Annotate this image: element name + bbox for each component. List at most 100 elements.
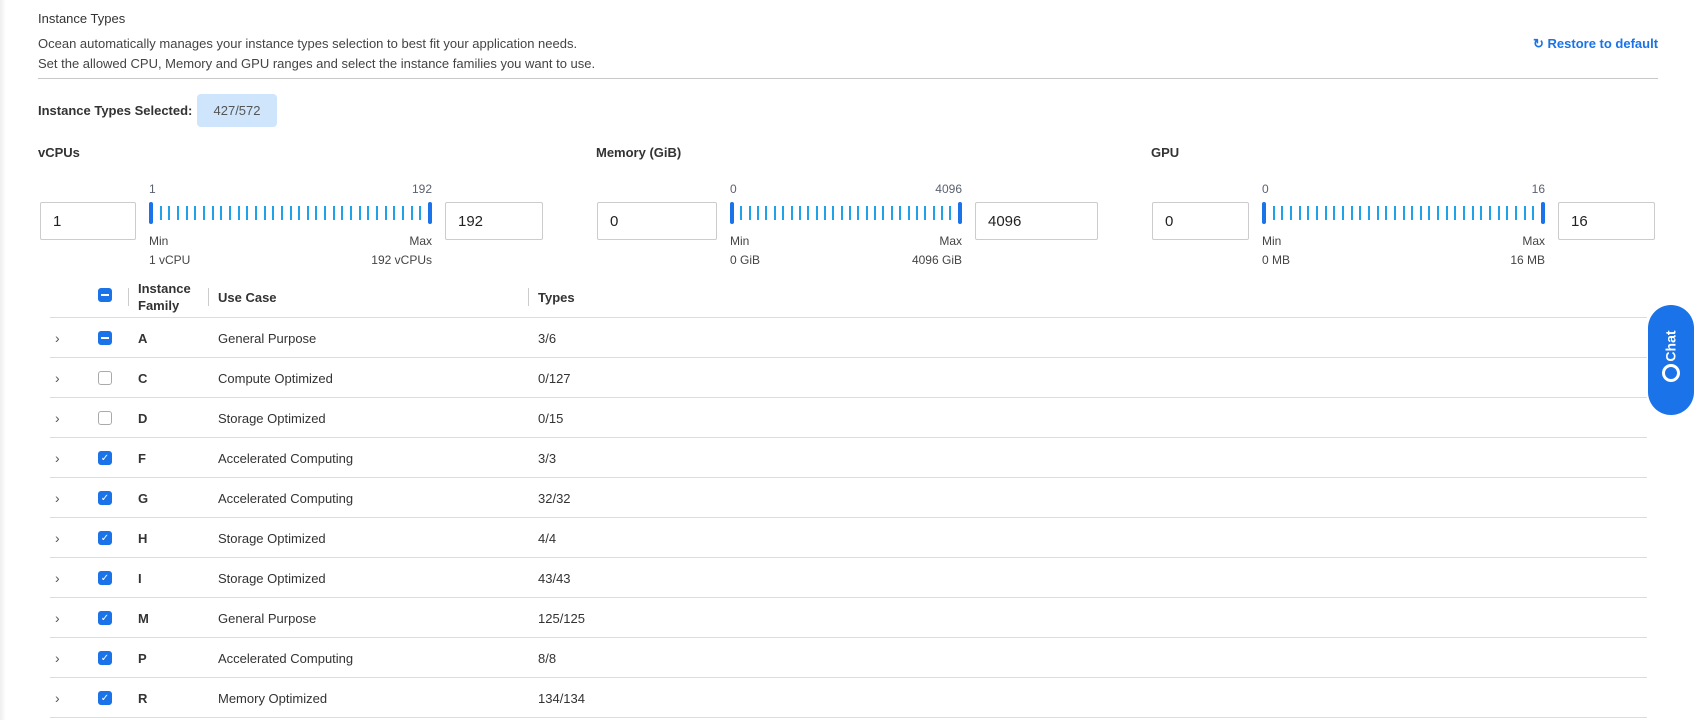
row-checkbox[interactable]: ✓ xyxy=(98,571,112,585)
slider-min-value: 1 xyxy=(149,182,156,196)
slider-tick xyxy=(1506,206,1509,220)
slider-tick xyxy=(874,206,877,220)
row-checkbox[interactable] xyxy=(98,371,112,385)
expand-chevron-icon[interactable]: › xyxy=(55,410,60,426)
vcpu-range-slider[interactable]: 1 192 Min 1 vCPU Max 192 vCPUs xyxy=(149,180,432,267)
slider-tick xyxy=(1480,206,1483,220)
types-count: 134/134 xyxy=(538,690,585,706)
memory-range-slider[interactable]: 0 4096 Min 0 GiB Max 4096 GiB xyxy=(730,180,962,267)
table-row: › ✓ P Accelerated Computing 8/8 xyxy=(50,637,1647,677)
max-label: Max xyxy=(409,234,432,248)
slider-tick xyxy=(832,206,835,220)
gpu-min-input[interactable] xyxy=(1152,202,1249,240)
gpu-range-slider[interactable]: 0 16 Min 0 MB Max 16 MB xyxy=(1262,180,1545,267)
slider-tick xyxy=(410,206,413,220)
slider-tick xyxy=(815,206,818,220)
min-label: Min xyxy=(149,234,169,248)
table-row: › D Storage Optimized 0/15 xyxy=(50,397,1647,437)
vcpu-min-input[interactable] xyxy=(40,202,136,240)
slider-tick xyxy=(1445,206,1448,220)
use-case: Accelerated Computing xyxy=(218,450,354,466)
vcpu-max-input[interactable] xyxy=(445,202,543,240)
row-checkbox[interactable]: ✓ xyxy=(98,451,112,465)
instance-family: D xyxy=(138,410,148,426)
gpu-max-input[interactable] xyxy=(1558,202,1655,240)
slider-tick xyxy=(823,206,826,220)
max-handle[interactable] xyxy=(428,202,432,224)
expand-chevron-icon[interactable]: › xyxy=(55,650,60,666)
types-count: 3/6 xyxy=(538,330,557,346)
memory-min-input[interactable] xyxy=(597,202,717,240)
slider-tick xyxy=(865,206,868,220)
memory-max-input[interactable] xyxy=(975,202,1098,240)
expand-chevron-icon[interactable]: › xyxy=(55,370,60,386)
slider-tick xyxy=(882,206,885,220)
row-checkbox[interactable]: ✓ xyxy=(98,611,112,625)
slider-tick xyxy=(757,206,760,220)
min-handle[interactable] xyxy=(1262,202,1266,224)
row-checkbox-cell xyxy=(98,318,112,358)
expand-chevron-icon[interactable]: › xyxy=(55,330,60,346)
slider-tick xyxy=(185,206,188,220)
slider-tick xyxy=(748,206,751,220)
row-checkbox[interactable]: ✓ xyxy=(98,691,112,705)
expand-chevron-icon[interactable]: › xyxy=(55,690,60,706)
slider-tick xyxy=(1463,206,1466,220)
row-checkbox[interactable] xyxy=(98,411,112,425)
slider-tick xyxy=(907,206,910,220)
min-handle[interactable] xyxy=(730,202,734,224)
min-caption: Min 0 GiB xyxy=(730,232,760,270)
max-handle[interactable] xyxy=(957,202,962,224)
slider-tick xyxy=(220,206,223,220)
row-checkbox-cell: ✓ xyxy=(98,678,112,718)
row-checkbox[interactable]: ✓ xyxy=(98,531,112,545)
slider-tick xyxy=(1272,206,1275,220)
slider-tick xyxy=(384,206,387,220)
slider-track[interactable] xyxy=(730,202,962,224)
slider-tick xyxy=(1428,206,1431,220)
header-types[interactable]: Types xyxy=(538,290,575,305)
header-instance-family[interactable]: Instance Family xyxy=(138,281,191,313)
expand-chevron-icon[interactable]: › xyxy=(55,570,60,586)
description-line-1: Ocean automatically manages your instanc… xyxy=(38,36,578,51)
slider-max-value: 4096 xyxy=(935,182,962,196)
slider-tick xyxy=(840,206,843,220)
chat-button[interactable]: Chat xyxy=(1648,305,1694,415)
expand-chevron-icon[interactable]: › xyxy=(55,450,60,466)
row-checkbox[interactable] xyxy=(98,331,112,345)
max-caption: Max 192 vCPUs xyxy=(371,232,432,270)
row-checkbox[interactable]: ✓ xyxy=(98,491,112,505)
slider-tick xyxy=(393,206,396,220)
slider-tick xyxy=(168,206,171,220)
use-case: Compute Optimized xyxy=(218,370,333,386)
max-label: Max xyxy=(939,234,962,248)
slider-tick xyxy=(915,206,918,220)
use-case: Accelerated Computing xyxy=(218,490,354,506)
expand-chevron-icon[interactable]: › xyxy=(55,530,60,546)
slider-tick xyxy=(341,206,344,220)
table-row: › A General Purpose 3/6 xyxy=(50,317,1647,357)
restore-default-link[interactable]: ↻ Restore to default xyxy=(1533,36,1658,52)
slider-tick xyxy=(899,206,902,220)
slider-tick xyxy=(298,206,301,220)
slider-tick xyxy=(419,206,422,220)
slider-track[interactable] xyxy=(1262,202,1545,224)
header-use-case[interactable]: Use Case xyxy=(218,290,277,305)
row-checkbox[interactable]: ✓ xyxy=(98,651,112,665)
max-handle[interactable] xyxy=(1541,202,1545,224)
slider-track[interactable] xyxy=(149,202,432,224)
expand-chevron-icon[interactable]: › xyxy=(55,610,60,626)
slider-tick xyxy=(194,206,197,220)
slider-tick xyxy=(228,206,231,220)
instance-family: G xyxy=(138,490,149,506)
min-caption: Min 1 vCPU xyxy=(149,232,190,270)
max-caption: Max 4096 GiB xyxy=(912,232,962,270)
expand-chevron-icon[interactable]: › xyxy=(55,490,60,506)
select-all-checkbox[interactable] xyxy=(98,288,112,302)
min-handle[interactable] xyxy=(149,202,153,224)
slider-tick xyxy=(924,206,927,220)
slider-tick xyxy=(289,206,292,220)
slider-tick xyxy=(1419,206,1422,220)
slider-tick xyxy=(1367,206,1370,220)
slider-tick xyxy=(176,206,179,220)
